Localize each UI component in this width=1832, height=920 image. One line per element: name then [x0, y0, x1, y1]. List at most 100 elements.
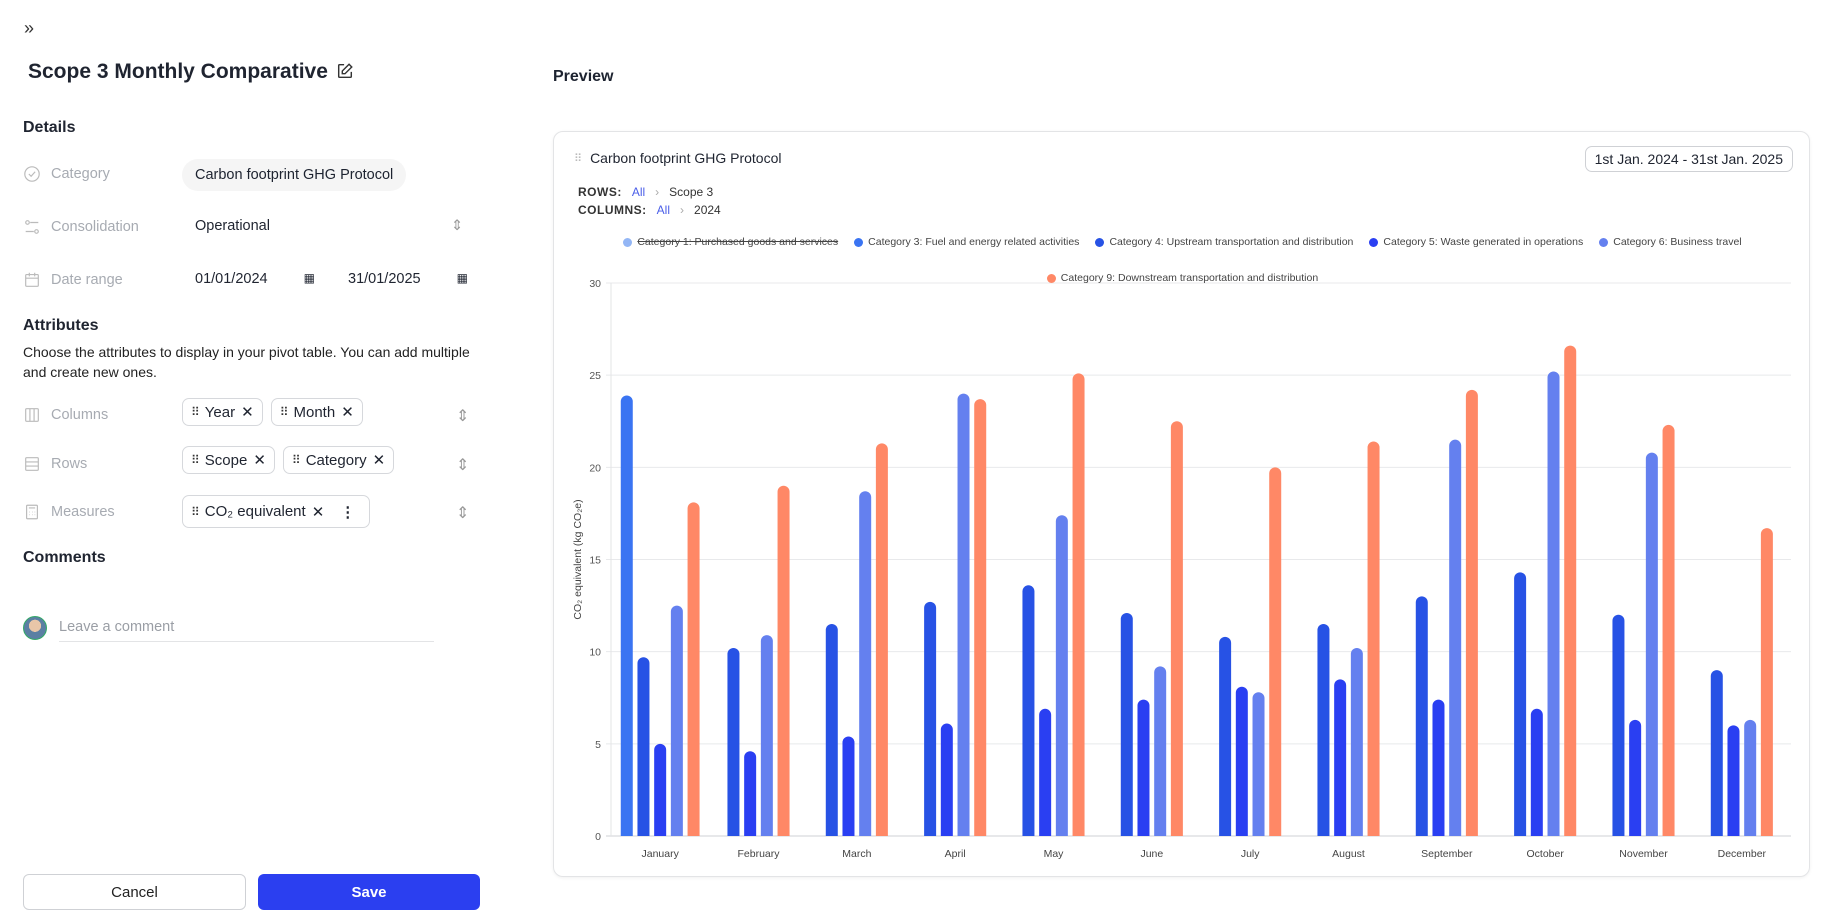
- x-tick-label: November: [1619, 848, 1668, 860]
- comment-input[interactable]: [59, 613, 434, 642]
- consolidation-select[interactable]: Operational ⇕: [195, 218, 464, 234]
- remove-icon[interactable]: ✕: [311, 503, 325, 521]
- bar: [1465, 389, 1478, 836]
- check-circle-icon: [24, 166, 40, 182]
- chip-category[interactable]: ⠿ Category ✕: [282, 446, 395, 474]
- avatar: [23, 615, 47, 640]
- bar: [1269, 467, 1282, 836]
- cancel-button[interactable]: Cancel: [23, 874, 246, 910]
- bar: [1449, 439, 1462, 836]
- chevron-up-down-icon[interactable]: ⇕: [456, 457, 470, 474]
- chip-month[interactable]: ⠿ Month ✕: [270, 398, 363, 426]
- legend-item[interactable]: Category 6: Business travel: [1599, 236, 1742, 248]
- preview-heading: Preview: [553, 68, 614, 85]
- columns-icon: [25, 408, 39, 422]
- columns-label: Columns: [23, 406, 108, 424]
- start-date-input[interactable]: 01/01/2024 ▦: [195, 271, 315, 287]
- bar: [1547, 371, 1560, 836]
- bar: [1612, 614, 1625, 836]
- bar: [1039, 708, 1052, 836]
- chip-scope[interactable]: ⠿ Scope ✕: [182, 446, 275, 474]
- legend-swatch: [854, 237, 864, 247]
- remove-icon[interactable]: ✕: [372, 452, 386, 469]
- legend-item[interactable]: Category 9: Downstream transportation an…: [1046, 272, 1318, 284]
- chart-card: 0 5 10 15 20 25 30 CO₂ equivalent (kg CO₂e) Janu…: [553, 131, 1810, 877]
- bar: [1154, 666, 1167, 836]
- drag-handle-icon[interactable]: ⠿: [279, 405, 289, 419]
- legend-item[interactable]: Category 3: Fuel and energy related acti…: [854, 236, 1079, 248]
- bar: [1235, 686, 1248, 836]
- calculator-icon: [26, 504, 38, 520]
- legend-swatch: [1046, 273, 1056, 283]
- chevron-up-down-icon[interactable]: ⇕: [456, 408, 470, 425]
- chevron-up-down-icon: ⇕: [451, 218, 464, 234]
- remove-icon[interactable]: ✕: [341, 404, 354, 421]
- drag-handle-icon[interactable]: ⠿: [574, 152, 583, 165]
- legend-swatch: [1095, 237, 1105, 247]
- legend-swatch: [1599, 237, 1609, 247]
- comments-heading: Comments: [23, 549, 106, 566]
- date-range-button[interactable]: 1st Jan. 2024 - 31st Jan. 2025: [1584, 146, 1793, 172]
- x-tick-label: September: [1421, 848, 1473, 860]
- collapse-sidebar-icon[interactable]: »: [24, 18, 35, 38]
- legend-item[interactable]: Category 4: Upstream transportation and …: [1095, 236, 1353, 248]
- attributes-heading: Attributes: [23, 317, 99, 334]
- bar: [1072, 373, 1085, 836]
- rows-icon: [25, 457, 39, 471]
- measures-chips: ⠿ CO₂ equivalent ✕ ⋮: [182, 495, 371, 528]
- comment-row: [23, 613, 434, 642]
- legend-swatch: [1369, 237, 1379, 247]
- y-tick-label: 10: [589, 647, 601, 659]
- y-axis-label: CO₂ equivalent (kg CO₂e): [572, 499, 584, 619]
- bar: [1432, 699, 1445, 836]
- bar: [1662, 424, 1675, 836]
- legend-swatch: [623, 237, 633, 247]
- page-title: Scope 3 Monthly Comparative: [28, 60, 328, 83]
- y-tick-label: 5: [595, 739, 601, 751]
- drag-handle-icon[interactable]: ⠿: [191, 405, 200, 419]
- remove-icon[interactable]: ✕: [241, 404, 254, 421]
- bar: [1744, 719, 1757, 836]
- bar-chart: 0 5 10 15 20 25 30 CO₂ equivalent (kg CO₂e) Janu…: [572, 278, 1791, 860]
- category-value[interactable]: Carbon footprint GHG Protocol: [182, 159, 407, 191]
- columns-all-link[interactable]: All: [656, 203, 671, 217]
- category-label: Category: [23, 165, 110, 183]
- bar: [637, 657, 650, 836]
- chip-year[interactable]: ⠿ Year ✕: [182, 398, 263, 426]
- details-heading: Details: [23, 119, 76, 136]
- chip-co2-equivalent[interactable]: ⠿ CO₂ equivalent ✕ ⋮: [182, 495, 371, 528]
- calendar-icon[interactable]: ▦: [456, 271, 468, 285]
- x-tick-label: July: [1241, 848, 1260, 860]
- bar: [654, 743, 667, 836]
- bar: [1367, 441, 1380, 836]
- bar: [1727, 725, 1740, 836]
- bar: [825, 624, 838, 836]
- chevron-right-icon: ›: [680, 203, 685, 217]
- bar: [1415, 596, 1428, 836]
- legend-item[interactable]: Category 1: Purchased goods and services: [623, 236, 838, 248]
- legend-item[interactable]: Category 5: Waste generated in operation…: [1369, 236, 1583, 248]
- bar: [842, 736, 855, 836]
- drag-handle-icon[interactable]: ⠿: [291, 453, 301, 467]
- columns-chips: ⠿ Year ✕ ⠿ Month ✕: [182, 398, 363, 426]
- bar: [1120, 612, 1133, 836]
- drag-handle-icon[interactable]: ⠿: [191, 453, 200, 467]
- save-button[interactable]: Save: [258, 874, 480, 910]
- bar: [1055, 515, 1068, 836]
- more-options-icon[interactable]: ⋮: [340, 503, 356, 521]
- drag-handle-icon[interactable]: ⠿: [191, 504, 200, 519]
- edit-icon[interactable]: [336, 62, 354, 80]
- y-tick-label: 30: [589, 278, 601, 290]
- x-tick-label: October: [1526, 848, 1564, 860]
- x-tick-label: March: [842, 848, 871, 860]
- calendar-icon[interactable]: ▦: [303, 271, 315, 285]
- remove-icon[interactable]: ✕: [253, 452, 266, 469]
- x-tick-label: December: [1718, 848, 1767, 860]
- rows-all-link[interactable]: All: [631, 185, 646, 199]
- bar: [1760, 528, 1773, 836]
- bar: [859, 491, 872, 836]
- end-date-input[interactable]: 31/01/2025 ▦: [348, 271, 468, 287]
- consolidation-label: Consolidation: [23, 218, 139, 236]
- chevron-up-down-icon[interactable]: ⇕: [456, 505, 470, 522]
- bar: [1317, 624, 1330, 836]
